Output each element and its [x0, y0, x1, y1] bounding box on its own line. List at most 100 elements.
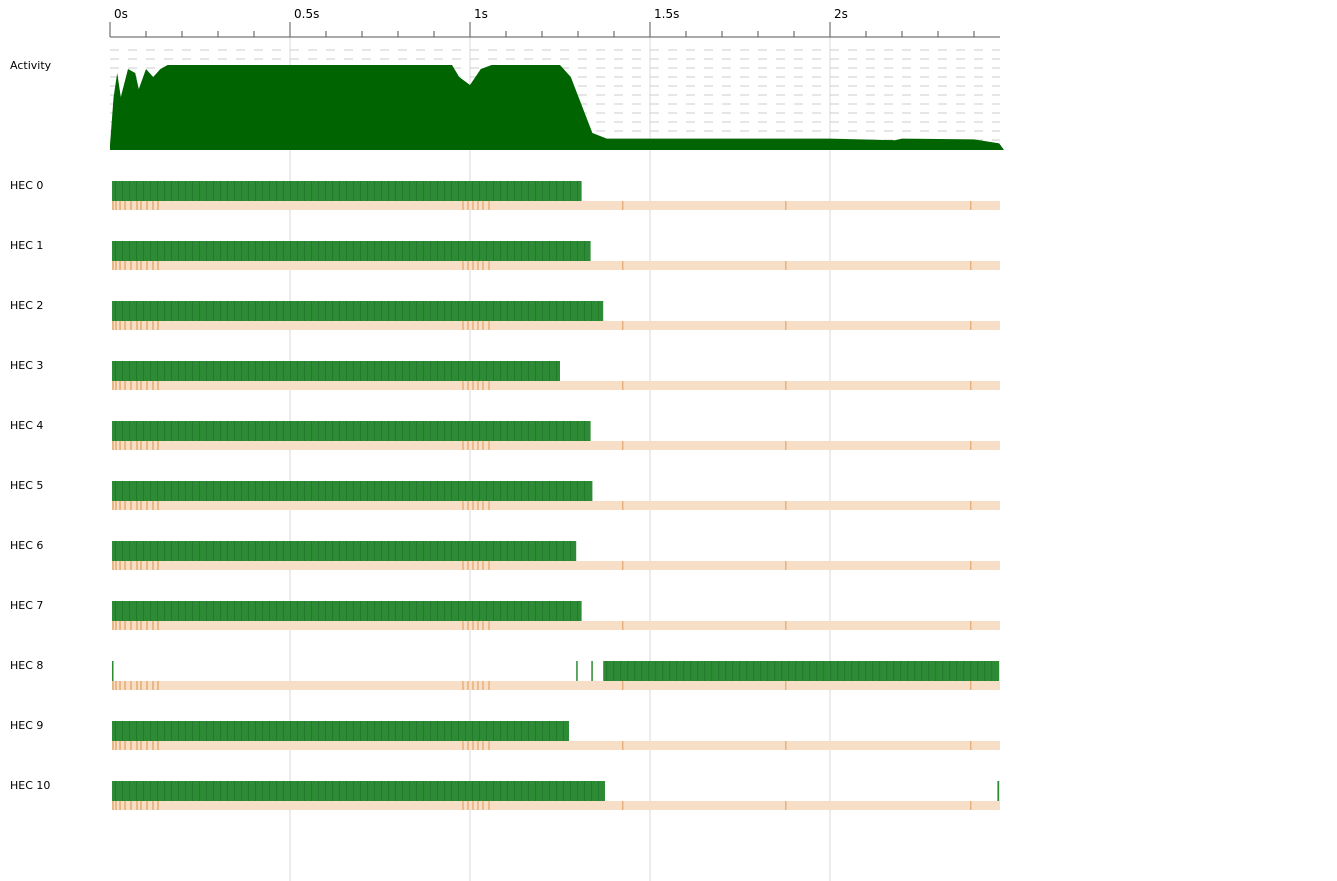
hec-run-stripe: [500, 301, 501, 321]
hec-run-stripe: [269, 181, 270, 201]
hec-run-stripe: [206, 181, 207, 201]
hec-run-stripe: [535, 301, 536, 321]
hec-run-stripe: [332, 601, 333, 621]
hec-run-stripe: [570, 781, 571, 801]
hec-run-stripe: [437, 541, 438, 561]
hec-run-stripe: [178, 781, 179, 801]
hec-run-stripe: [493, 481, 494, 501]
hec-run-stripe: [136, 301, 137, 321]
hec-run-stripe: [395, 241, 396, 261]
hec-event-mark: [152, 561, 154, 570]
hec-run-stripe: [683, 661, 685, 681]
hec-run-stripe: [556, 301, 557, 321]
hec-run-stripe: [143, 601, 144, 621]
hec-run-stripe: [486, 601, 487, 621]
hec-run-stripe: [255, 421, 256, 441]
hec-run-stripe: [451, 361, 452, 381]
hec-run-stripe: [542, 601, 543, 621]
hec-run-stripe: [178, 361, 179, 381]
hec-run-stripe: [570, 301, 571, 321]
hec-run-stripe: [262, 601, 263, 621]
hec-run-stripe: [318, 601, 319, 621]
hec-run-stripe: [570, 541, 571, 561]
hec-run-stripe: [542, 421, 543, 441]
hec-event-mark: [467, 621, 469, 630]
hec-event-mark: [112, 201, 114, 210]
hec-run-stripe: [262, 241, 263, 261]
hec-event-strip: [112, 201, 1000, 210]
hec-run-stripe: [528, 541, 529, 561]
hec-run-stripe: [255, 781, 256, 801]
hec-event-mark: [130, 441, 132, 450]
hec-event-mark: [112, 321, 114, 330]
hec-run-stripe: [360, 361, 361, 381]
hec-run-stripe: [234, 481, 235, 501]
hec-event-mark: [115, 621, 117, 630]
hec-run-stripe: [255, 721, 256, 741]
hec-run-stripe: [402, 601, 403, 621]
hec-event-mark: [112, 441, 114, 450]
hec-run-stripe: [199, 541, 200, 561]
hec-run-stripe: [577, 301, 578, 321]
hec-event-mark: [467, 381, 469, 390]
hec-run-stripe: [465, 781, 466, 801]
hec-run-stripe: [584, 481, 585, 501]
hec-event-mark: [152, 741, 154, 750]
hec-run-stripe: [395, 781, 396, 801]
hec-event-mark: [467, 261, 469, 270]
hec-run-stripe: [388, 601, 389, 621]
hec-run-stripe: [493, 541, 494, 561]
hec-run-stripe: [339, 541, 340, 561]
hec-event-mark: [119, 201, 121, 210]
hec-run-stripe: [472, 361, 473, 381]
hec-run-stripe: [164, 601, 165, 621]
hec-run-stripe: [185, 421, 186, 441]
hec-event-mark: [785, 801, 787, 810]
hec-run-stripe: [577, 601, 578, 621]
hec-run-stripe: [472, 181, 473, 201]
hec-run-stripe: [437, 481, 438, 501]
hec-run-stripe: [325, 361, 326, 381]
hec-event-mark: [146, 381, 148, 390]
hec-run-stripe: [570, 181, 571, 201]
hec-run-stripe: [255, 541, 256, 561]
hec-run-stripe: [423, 241, 424, 261]
hec-event-mark: [140, 741, 142, 750]
hec-run-stripe: [213, 781, 214, 801]
hec-event-mark: [477, 741, 479, 750]
hec-run-stripe: [395, 301, 396, 321]
hec-run-stripe: [563, 241, 564, 261]
hec-event-mark: [119, 261, 121, 270]
hec-run-stripe: [395, 421, 396, 441]
hec-run-stripe: [262, 361, 263, 381]
hec-run-stripe: [802, 661, 804, 681]
hec-run-stripe: [444, 241, 445, 261]
hec-run-stripe: [570, 241, 571, 261]
hec-run-stripe: [486, 721, 487, 741]
hec-run-stripe: [199, 181, 200, 201]
hec-run-stripe: [297, 601, 298, 621]
hec-event-mark: [146, 261, 148, 270]
hec-run-stripe: [129, 241, 130, 261]
hec-event-mark: [112, 261, 114, 270]
hec-run-stripe: [458, 301, 459, 321]
hec-run-stripe: [185, 781, 186, 801]
hec-event-mark: [124, 681, 126, 690]
hec-run-stripe: [255, 361, 256, 381]
hec-run-stripe: [241, 481, 242, 501]
hec-run-stripe: [549, 481, 550, 501]
hec-run-stripe: [549, 721, 550, 741]
hec-event-mark: [146, 501, 148, 510]
hec-run-stripe: [227, 781, 228, 801]
hec-run-stripe: [402, 241, 403, 261]
hec-event-mark: [467, 801, 469, 810]
hec-run-stripe: [381, 721, 382, 741]
hec-run-stripe: [465, 721, 466, 741]
hec-run-stripe: [542, 361, 543, 381]
hec-run-stripe: [465, 541, 466, 561]
hec-run-stripe: [704, 661, 706, 681]
hec-run-stripe: [171, 721, 172, 741]
hec-run-stripe: [570, 601, 571, 621]
